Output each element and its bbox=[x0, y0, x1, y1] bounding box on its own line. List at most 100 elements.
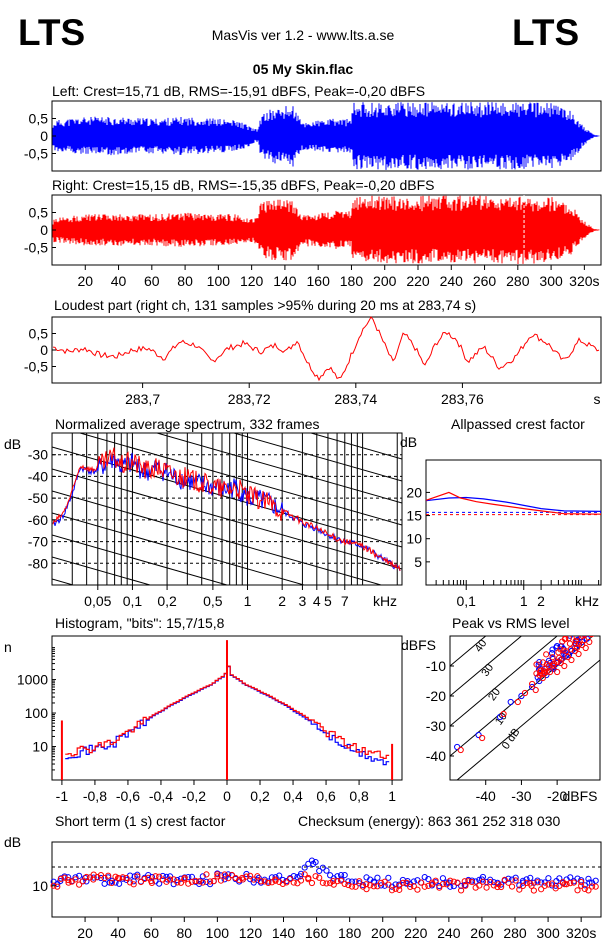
short-term-crest-point bbox=[508, 883, 516, 890]
loudest-part-ytick-label: -0,5 bbox=[24, 359, 48, 375]
peak-vs-rms-point bbox=[537, 669, 544, 676]
short-term-crest-point bbox=[97, 874, 105, 882]
peak-vs-rms-point bbox=[454, 743, 461, 751]
file-name: 05 My Skin.flac bbox=[253, 61, 354, 77]
allpassed-crest-ytick-label: 5 bbox=[414, 554, 422, 570]
spectrum-xtick-label: 2 bbox=[278, 593, 286, 609]
spectrum-xtick-label: 7 bbox=[341, 593, 349, 609]
peak-vs-rms-point bbox=[588, 636, 594, 638]
peak-vs-rms-point bbox=[576, 629, 581, 634]
histogram-ytick-label: 100 bbox=[25, 705, 49, 721]
peak-vs-rms-point bbox=[581, 625, 586, 630]
short-term-crest-point bbox=[574, 887, 581, 894]
short-term-crest-point bbox=[166, 873, 174, 880]
short-term-crest-point bbox=[574, 875, 581, 882]
right-waveform-title: Right: Crest=15,15 dB, RMS=-15,35 dBFS, … bbox=[52, 177, 434, 193]
short-term-crest-point bbox=[341, 880, 348, 887]
short-term-crest-point bbox=[123, 874, 130, 882]
short-term-crest-point bbox=[388, 887, 396, 894]
short-term-crest-point bbox=[341, 871, 348, 879]
short-term-crest-point bbox=[374, 883, 381, 890]
right-waveform-xtick-label: 260 bbox=[473, 273, 497, 289]
short-term-crest-point bbox=[337, 877, 345, 884]
short-term-crest-point bbox=[407, 883, 414, 890]
short-term-crest-xtick-label: 80 bbox=[177, 925, 193, 941]
lts-logo-right: LTS bbox=[512, 12, 579, 53]
histogram-xtick-label: -0,8 bbox=[83, 788, 107, 804]
spectrum-slope-line bbox=[52, 490, 383, 585]
short-term-crest-point bbox=[538, 879, 545, 886]
right-waveform-ytick-label: -0,5 bbox=[24, 240, 48, 256]
short-term-crest-point bbox=[563, 881, 570, 888]
allpassed-crest-x-unit: kHz bbox=[575, 593, 599, 609]
peak-vs-rms-point bbox=[507, 698, 514, 706]
spectrum-ytick-label: -60 bbox=[28, 512, 48, 528]
left-waveform-ytick-label: -0,5 bbox=[24, 146, 48, 162]
short-term-crest-xtick-label: 280 bbox=[503, 925, 527, 941]
short-term-crest-point bbox=[294, 880, 301, 887]
short-term-crest-point bbox=[148, 879, 155, 886]
short-term-crest-point bbox=[476, 882, 483, 889]
short-term-crest-point bbox=[541, 882, 548, 889]
short-term-crest-point bbox=[363, 886, 370, 893]
peak-vs-rms-point bbox=[572, 637, 579, 645]
short-term-crest-point bbox=[505, 875, 512, 882]
short-term-crest-ylabel: dB bbox=[4, 834, 21, 850]
spectrum-slope-line bbox=[155, 433, 402, 504]
short-term-crest-point bbox=[367, 882, 374, 889]
histogram-xtick-label: 0,2 bbox=[250, 788, 270, 804]
right-waveform-xtick-label: 100 bbox=[207, 273, 231, 289]
short-term-crest-point bbox=[316, 874, 323, 881]
right-waveform-xtick-label: 20 bbox=[77, 273, 93, 289]
right-waveform-ytick-label: 0,5 bbox=[29, 205, 49, 221]
short-term-crest-point bbox=[436, 884, 443, 891]
histogram-xtick-label: -0,4 bbox=[149, 788, 173, 804]
short-term-crest-point bbox=[458, 882, 465, 889]
spectrum-xtick-label: 4 bbox=[313, 593, 321, 609]
loudest-part-title: Loudest part (right ch, 131 samples >95%… bbox=[54, 297, 476, 313]
short-term-crest-point bbox=[105, 872, 112, 879]
peak-vs-rms-ytick-label: -30 bbox=[426, 718, 446, 734]
short-term-crest-point bbox=[145, 871, 152, 879]
short-term-crest-point bbox=[439, 880, 447, 888]
allpassed-crest-series-0 bbox=[425, 496, 602, 512]
spectrum-xtick-label: 0,5 bbox=[203, 593, 223, 609]
short-term-crest-point bbox=[294, 874, 301, 881]
short-term-crest-point bbox=[425, 882, 432, 889]
short-term-crest-point bbox=[392, 885, 399, 892]
short-term-crest-point bbox=[352, 883, 359, 890]
peak-vs-rms-point bbox=[562, 636, 569, 643]
short-term-crest-point bbox=[327, 872, 334, 879]
short-term-crest-point bbox=[156, 880, 163, 887]
short-term-crest-point bbox=[410, 878, 417, 885]
short-term-crest-point bbox=[279, 880, 286, 888]
peak-vs-rms-point bbox=[568, 656, 575, 664]
histogram-xtick-label: 0,4 bbox=[283, 788, 303, 804]
loudest-part-xtick-label: 283,74 bbox=[334, 391, 377, 407]
spectrum-ytick-label: -80 bbox=[28, 555, 48, 571]
peak-vs-rms-point bbox=[532, 686, 539, 694]
left-waveform-ytick-label: 0,5 bbox=[29, 111, 49, 127]
short-term-crest-xtick-label: 240 bbox=[437, 925, 461, 941]
short-term-crest-point bbox=[585, 887, 592, 894]
short-term-crest-point bbox=[505, 879, 512, 886]
peak-vs-rms-point bbox=[565, 636, 572, 642]
short-term-crest-point bbox=[396, 886, 403, 893]
short-term-crest-point bbox=[305, 876, 312, 883]
peak-vs-rms-point bbox=[537, 667, 544, 674]
allpassed-crest-xtick-label: 1 bbox=[520, 593, 528, 609]
allpassed-crest-xtick-label: 2 bbox=[537, 593, 545, 609]
short-term-crest-point bbox=[188, 878, 195, 885]
loudest-part-xtick-label: 283,76 bbox=[441, 391, 484, 407]
right-waveform-xtick-label: 280 bbox=[506, 273, 530, 289]
short-term-crest-point bbox=[545, 875, 552, 882]
peak-vs-rms-point bbox=[546, 668, 554, 676]
short-term-crest-point bbox=[377, 882, 385, 889]
short-term-crest-point bbox=[221, 871, 228, 878]
short-term-crest-point bbox=[396, 882, 403, 889]
short-term-crest-point bbox=[214, 873, 221, 880]
spectrum-slope-line bbox=[52, 512, 306, 585]
short-term-crest-point bbox=[247, 872, 254, 879]
peak-vs-rms-diagonal-label: 30 bbox=[479, 662, 496, 679]
